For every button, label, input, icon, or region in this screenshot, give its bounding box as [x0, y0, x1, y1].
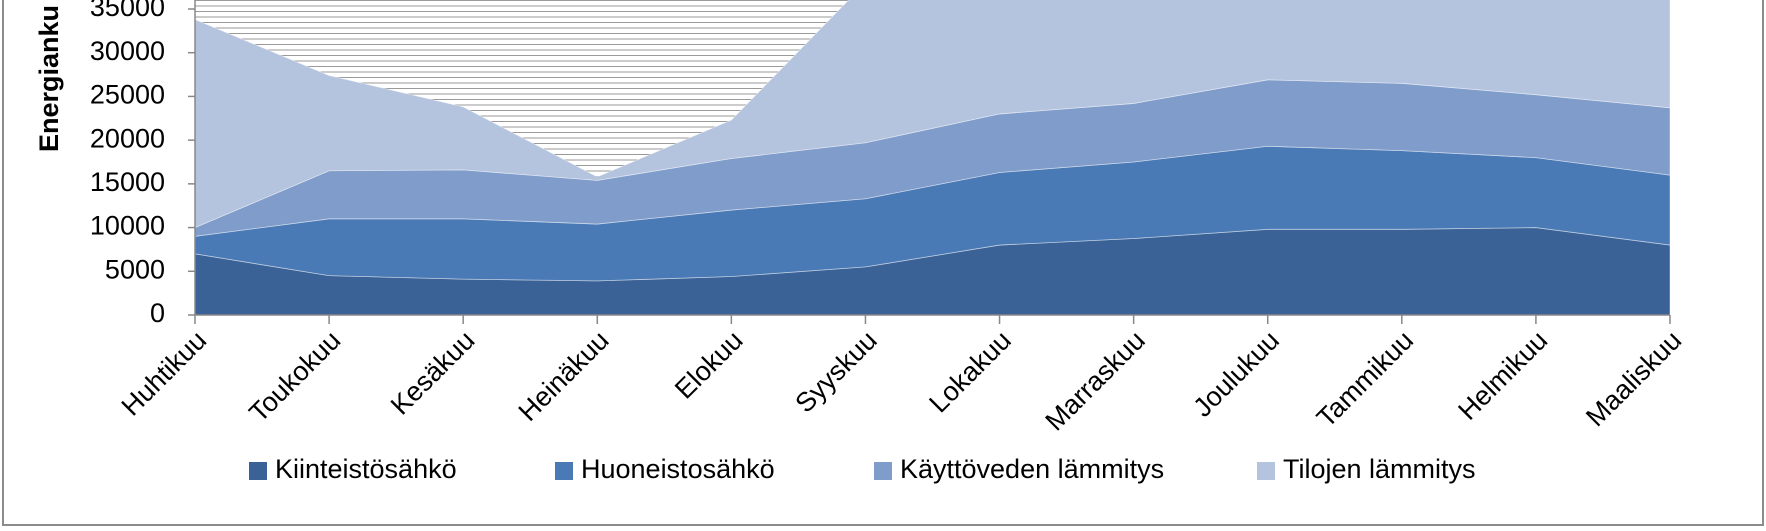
y-tick-label: 25000 — [90, 80, 165, 110]
y-tick-label: 10000 — [90, 211, 165, 241]
legend-swatch — [874, 462, 892, 480]
y-tick-label: 0 — [150, 298, 165, 328]
legend-label: Käyttöveden lämmitys — [900, 454, 1164, 484]
legend-swatch — [1257, 462, 1275, 480]
y-axis-label: Energianku — [34, 5, 64, 152]
area — [194, 0, 1671, 229]
legend-label: Tilojen lämmitys — [1283, 454, 1476, 484]
y-tick-label: 35000 — [90, 0, 165, 22]
legend-swatch — [249, 462, 267, 480]
legend-label: Kiinteistösähkö — [275, 454, 457, 484]
y-tick-label: 20000 — [90, 123, 165, 153]
y-tick-label: 15000 — [90, 167, 165, 197]
legend-label: Huoneistosähkö — [581, 454, 775, 484]
y-tick-label: 5000 — [105, 254, 165, 284]
y-tick-label: 30000 — [90, 36, 165, 66]
legend-swatch — [555, 462, 573, 480]
